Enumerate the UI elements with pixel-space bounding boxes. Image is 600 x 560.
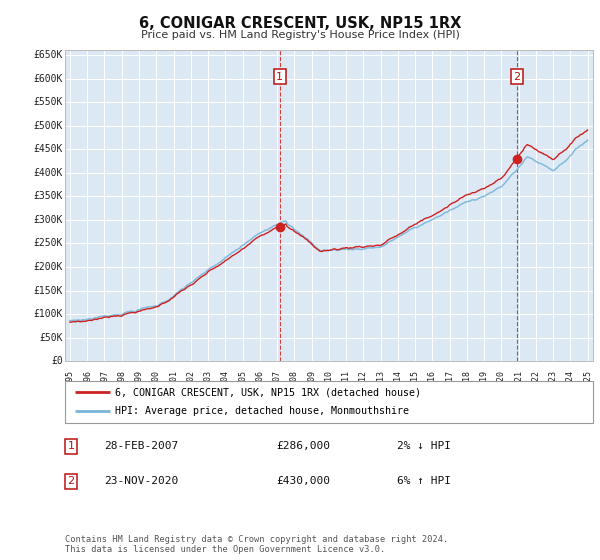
Text: 2001: 2001 [169,370,178,390]
Text: 6, CONIGAR CRESCENT, USK, NP15 1RX: 6, CONIGAR CRESCENT, USK, NP15 1RX [139,16,461,31]
Text: £430,000: £430,000 [276,476,330,486]
Text: 2014: 2014 [394,370,403,390]
Text: £200K: £200K [34,262,62,272]
Text: £0: £0 [51,356,62,366]
FancyBboxPatch shape [65,381,593,423]
Text: 2018: 2018 [463,370,472,390]
Text: 2004: 2004 [221,370,230,390]
Text: 2% ↓ HPI: 2% ↓ HPI [397,441,451,451]
Text: 6% ↑ HPI: 6% ↑ HPI [397,476,451,486]
Text: £50K: £50K [39,333,62,343]
Text: £250K: £250K [34,239,62,249]
Text: Contains HM Land Registry data © Crown copyright and database right 2024.
This d: Contains HM Land Registry data © Crown c… [65,535,448,554]
Text: 2: 2 [514,72,520,82]
Text: 2008: 2008 [290,370,299,390]
Text: 1: 1 [276,72,283,82]
Text: 2020: 2020 [497,370,506,390]
Text: 2013: 2013 [376,370,385,390]
Text: 2012: 2012 [359,370,368,390]
Text: 2009: 2009 [307,370,316,390]
Text: 2003: 2003 [203,370,212,390]
Text: £400K: £400K [34,168,62,178]
Text: 2011: 2011 [341,370,350,390]
Text: 2000: 2000 [152,370,161,390]
Text: 1997: 1997 [100,370,109,390]
Text: 2017: 2017 [445,370,454,390]
Text: £550K: £550K [34,97,62,107]
Text: £450K: £450K [34,144,62,155]
Text: 2022: 2022 [532,370,541,390]
Text: 2002: 2002 [186,370,195,390]
Text: 1: 1 [68,441,74,451]
Text: £500K: £500K [34,121,62,130]
Text: 2010: 2010 [325,370,334,390]
Text: 1999: 1999 [134,370,143,390]
Text: 2015: 2015 [410,370,419,390]
Text: 23-NOV-2020: 23-NOV-2020 [104,476,179,486]
Text: 2019: 2019 [479,370,488,390]
Text: £150K: £150K [34,286,62,296]
Text: £350K: £350K [34,192,62,202]
Text: £300K: £300K [34,215,62,225]
Text: 2024: 2024 [566,370,575,390]
Text: HPI: Average price, detached house, Monmouthshire: HPI: Average price, detached house, Monm… [115,407,409,417]
Text: 6, CONIGAR CRESCENT, USK, NP15 1RX (detached house): 6, CONIGAR CRESCENT, USK, NP15 1RX (deta… [115,387,421,397]
Text: 2007: 2007 [272,370,281,390]
Text: 2005: 2005 [238,370,247,390]
Text: £650K: £650K [34,50,62,60]
Text: 28-FEB-2007: 28-FEB-2007 [104,441,179,451]
Text: 2025: 2025 [583,370,592,390]
Text: 1996: 1996 [83,370,92,390]
Text: 2016: 2016 [428,370,437,390]
Text: 2: 2 [68,476,74,486]
Text: 1998: 1998 [117,370,126,390]
Text: 2023: 2023 [548,370,557,390]
Text: £100K: £100K [34,309,62,319]
Text: 2006: 2006 [255,370,264,390]
Text: £600K: £600K [34,74,62,83]
Text: 2021: 2021 [514,370,523,390]
Text: £286,000: £286,000 [276,441,330,451]
Text: 1995: 1995 [65,370,74,390]
Text: Price paid vs. HM Land Registry's House Price Index (HPI): Price paid vs. HM Land Registry's House … [140,30,460,40]
